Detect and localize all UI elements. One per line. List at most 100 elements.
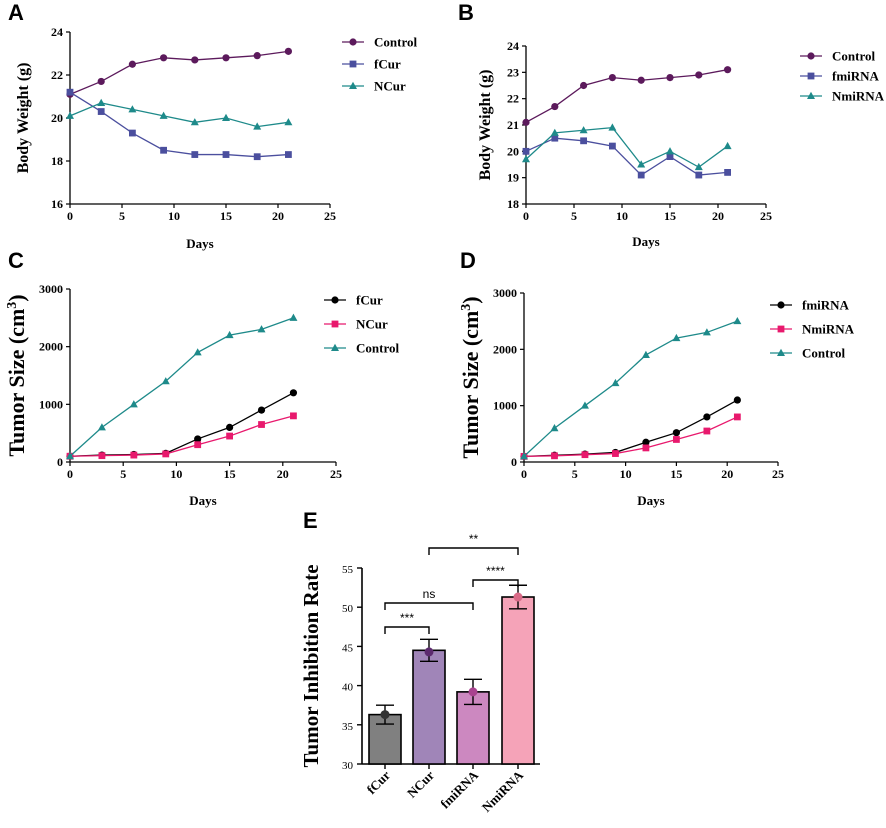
series-line-fcur bbox=[69, 91, 289, 158]
data-point-ncur bbox=[162, 450, 170, 458]
panel-label-a: A bbox=[8, 0, 24, 25]
legend-label-control: Control bbox=[832, 49, 875, 64]
x-tick-label: 20 bbox=[721, 467, 733, 481]
x-axis-title: Days bbox=[632, 234, 659, 249]
data-point-control bbox=[551, 102, 559, 111]
legend-marker-fcur bbox=[331, 296, 339, 304]
chart-b: B 0 5 10 15 20 25 18 19 20 21 22 23 24 Days Body Weight… bbox=[458, 0, 885, 249]
data-point-control bbox=[191, 56, 199, 64]
bar-ncur bbox=[412, 649, 446, 765]
x-tick-label: 5 bbox=[571, 209, 577, 223]
legend-marker-control bbox=[349, 38, 357, 46]
y-tick-label: 2000 bbox=[493, 342, 517, 356]
y-tick-label: 30 bbox=[342, 760, 354, 772]
data-point-control bbox=[222, 54, 230, 62]
data-point-fmirna bbox=[637, 171, 645, 179]
panel-label-b: B bbox=[458, 0, 474, 25]
data-point-fcur bbox=[66, 88, 74, 96]
y-tick-label: 1000 bbox=[493, 399, 517, 413]
x-tick-label: 0 bbox=[67, 209, 73, 223]
data-point-fcur bbox=[257, 406, 266, 414]
legend-marker-ncur bbox=[331, 320, 339, 328]
data-point-ncur bbox=[66, 111, 74, 119]
data-point-fmirna bbox=[666, 153, 674, 160]
data-point-ncur bbox=[130, 451, 138, 459]
data-point-control bbox=[724, 66, 732, 74]
data-point-control bbox=[520, 452, 528, 460]
data-point-nmirna bbox=[612, 450, 619, 457]
y-tick-label: 55 bbox=[342, 564, 354, 576]
x-tick-label: 25 bbox=[772, 467, 784, 481]
data-point-control bbox=[608, 74, 617, 82]
legend-marker-fmirna bbox=[807, 72, 815, 80]
legend-marker-fcur bbox=[349, 60, 357, 68]
data-point-fcur bbox=[194, 435, 202, 443]
legend-label-ncur: NCur bbox=[374, 79, 406, 94]
data-point-nmirna bbox=[550, 128, 559, 136]
y-tick-label: 2000 bbox=[39, 340, 63, 354]
data-point-fcur bbox=[129, 129, 136, 137]
legend-label-fmirna: fmiRNA bbox=[832, 69, 880, 84]
x-axis-title: Days bbox=[186, 236, 213, 251]
data-point-control bbox=[637, 76, 645, 84]
chart-d: D 0 5 10 15 20 25 0 1000 2000 3000 Days Tumor Size (… bbox=[458, 248, 855, 508]
y-tick-label: 50 bbox=[342, 603, 354, 615]
y-tick-label: 1000 bbox=[39, 397, 63, 411]
data-point-nmirna bbox=[666, 147, 674, 155]
data-point-control bbox=[550, 424, 559, 432]
series-line-control bbox=[69, 50, 289, 95]
y-axis-title-suffix: ) bbox=[4, 294, 29, 301]
data-point-fmirna bbox=[672, 429, 681, 437]
series-line-nmirna bbox=[525, 126, 728, 168]
data-point-fmirna bbox=[551, 134, 559, 142]
y-axis-title-text: Body Weight (g) bbox=[477, 70, 494, 181]
data-point-control bbox=[666, 74, 674, 82]
x-tick-label: 10 bbox=[616, 209, 628, 223]
data-point-control bbox=[161, 377, 170, 385]
legend-label-control: Control bbox=[802, 346, 845, 361]
y-tick-label: 19 bbox=[507, 171, 519, 185]
data-point-ncur bbox=[284, 118, 293, 126]
data-point-control bbox=[225, 330, 234, 339]
data-point-control bbox=[253, 52, 261, 60]
data-point-ncur bbox=[97, 98, 106, 106]
significance-bracket bbox=[428, 547, 519, 555]
legend-marker-fmirna bbox=[777, 301, 785, 309]
chart-e: E 30 35 40 45 50 55 Tumor Inhibition Rate fCur NC… bbox=[299, 508, 540, 815]
x-tick-label: 5 bbox=[120, 467, 126, 481]
data-point-control bbox=[257, 325, 266, 333]
x-tick-label: 15 bbox=[664, 209, 676, 223]
x-tick-label-nmirna: NmiRNA bbox=[479, 767, 527, 815]
data-point-ncur bbox=[128, 105, 137, 113]
data-point-nmirna bbox=[703, 427, 711, 435]
data-point-control bbox=[289, 313, 298, 321]
x-tick-label: 10 bbox=[170, 467, 182, 481]
y-axis-title: Tumor Size (cm3) bbox=[4, 294, 29, 456]
data-point-control bbox=[695, 71, 703, 79]
data-point-control bbox=[611, 378, 620, 387]
y-tick-label: 0 bbox=[511, 455, 517, 469]
y-tick-label: 24 bbox=[507, 39, 519, 53]
legend-label-fcur: fCur bbox=[374, 57, 401, 72]
data-point-control bbox=[641, 350, 650, 358]
data-point-control bbox=[97, 77, 105, 86]
panel-label-c: C bbox=[8, 248, 24, 273]
data-point-fcur bbox=[97, 108, 105, 115]
data-point-nmirna bbox=[581, 451, 589, 459]
x-tick-label: 0 bbox=[523, 209, 529, 223]
data-point bbox=[468, 687, 478, 697]
y-tick-label: 18 bbox=[507, 197, 519, 211]
data-point bbox=[513, 592, 523, 602]
x-tick-label: 5 bbox=[572, 467, 578, 481]
y-tick-label: 3000 bbox=[493, 286, 517, 300]
data-point-control bbox=[128, 60, 136, 68]
data-point-nmirna bbox=[637, 160, 646, 168]
legend-marker-control bbox=[807, 52, 815, 60]
data-point-fcur bbox=[226, 423, 234, 431]
legend-label-fcur: fCur bbox=[356, 293, 383, 308]
x-tick-label-ncur: NCur bbox=[404, 767, 437, 800]
data-point-nmirna bbox=[579, 126, 588, 134]
data-point-fmirna bbox=[522, 147, 530, 155]
data-point-control bbox=[580, 401, 589, 409]
x-axis-title: Days bbox=[189, 493, 216, 508]
